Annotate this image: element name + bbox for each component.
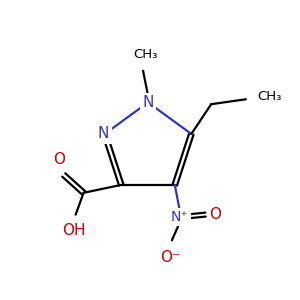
Text: O⁻: O⁻ bbox=[160, 250, 180, 265]
Text: OH: OH bbox=[62, 223, 86, 238]
Text: CH₃: CH₃ bbox=[258, 90, 282, 103]
Text: N: N bbox=[98, 126, 110, 141]
Text: CH₃: CH₃ bbox=[133, 48, 157, 61]
Text: N: N bbox=[142, 95, 154, 110]
Text: N⁺: N⁺ bbox=[171, 210, 189, 224]
Text: O: O bbox=[209, 207, 221, 222]
Text: O: O bbox=[53, 152, 65, 167]
